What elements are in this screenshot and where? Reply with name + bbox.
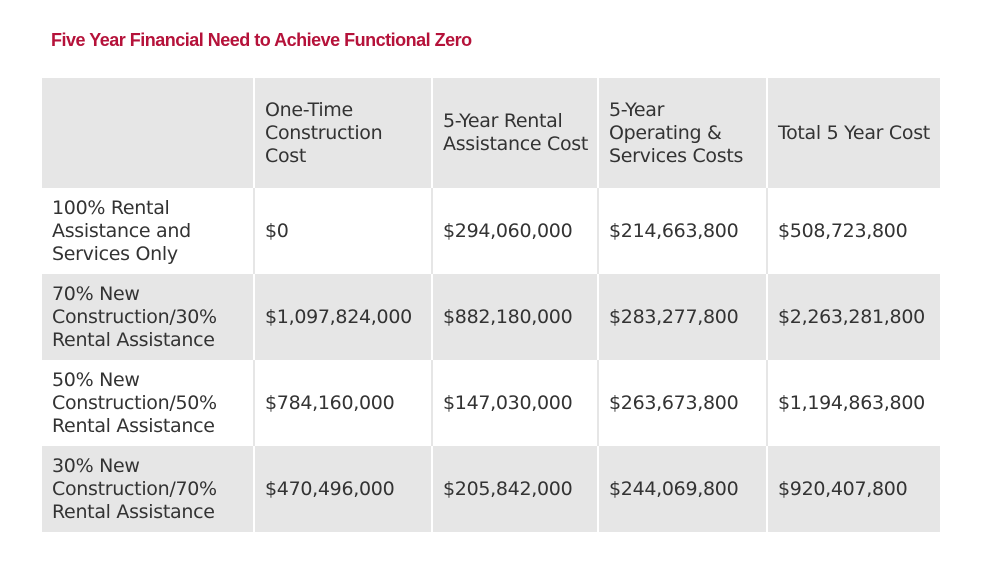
rental-assistance-cost-cell: $882,180,000 — [432, 274, 599, 360]
operating-services-cost-cell: $244,069,800 — [598, 446, 768, 532]
operating-services-cost-cell: $263,673,800 — [598, 360, 768, 446]
table-header-row: One-Time Construction Cost 5-Year Rental… — [42, 78, 940, 188]
header-five-year-operating-services-costs: 5-Year Operating & Services Costs — [598, 78, 768, 188]
row-label: 100% Rental Assistance and Services Only — [42, 188, 255, 274]
total-cost-cell: $920,407,800 — [778, 477, 908, 500]
header-one-time-construction-cost: One-Time Construction Cost — [254, 78, 433, 188]
rental-assistance-cost-cell: $147,030,000 — [432, 360, 599, 446]
construction-cost-cell: $0 — [254, 188, 433, 274]
rental-assistance-cost-cell: $205,842,000 — [432, 446, 599, 532]
financial-need-table: One-Time Construction Cost 5-Year Rental… — [42, 78, 940, 532]
header-total-five-year-cost: Total 5 Year Cost — [778, 121, 930, 144]
table-row: 50% New Construction/50% Rental Assistan… — [42, 360, 940, 446]
construction-cost-cell: $1,097,824,000 — [254, 274, 433, 360]
row-label: 70% New Construction/30% Rental Assistan… — [42, 274, 255, 360]
total-cost-cell: $1,194,863,800 — [778, 391, 925, 414]
table-row: 30% New Construction/70% Rental Assistan… — [42, 446, 940, 532]
page-title: Five Year Financial Need to Achieve Func… — [51, 30, 472, 50]
header-cell-blank — [42, 78, 255, 188]
total-cost-cell: $508,723,800 — [778, 219, 908, 242]
table-row: 100% Rental Assistance and Services Only… — [42, 188, 940, 274]
row-label: 30% New Construction/70% Rental Assistan… — [42, 446, 255, 532]
operating-services-cost-cell: $214,663,800 — [598, 188, 768, 274]
row-label: 50% New Construction/50% Rental Assistan… — [42, 360, 255, 446]
operating-services-cost-cell: $283,277,800 — [598, 274, 768, 360]
header-five-year-rental-assistance-cost: 5-Year Rental Assistance Cost — [432, 78, 599, 188]
construction-cost-cell: $784,160,000 — [254, 360, 433, 446]
total-cost-cell: $2,263,281,800 — [778, 305, 925, 328]
table-row: 70% New Construction/30% Rental Assistan… — [42, 274, 940, 360]
rental-assistance-cost-cell: $294,060,000 — [432, 188, 599, 274]
construction-cost-cell: $470,496,000 — [254, 446, 433, 532]
